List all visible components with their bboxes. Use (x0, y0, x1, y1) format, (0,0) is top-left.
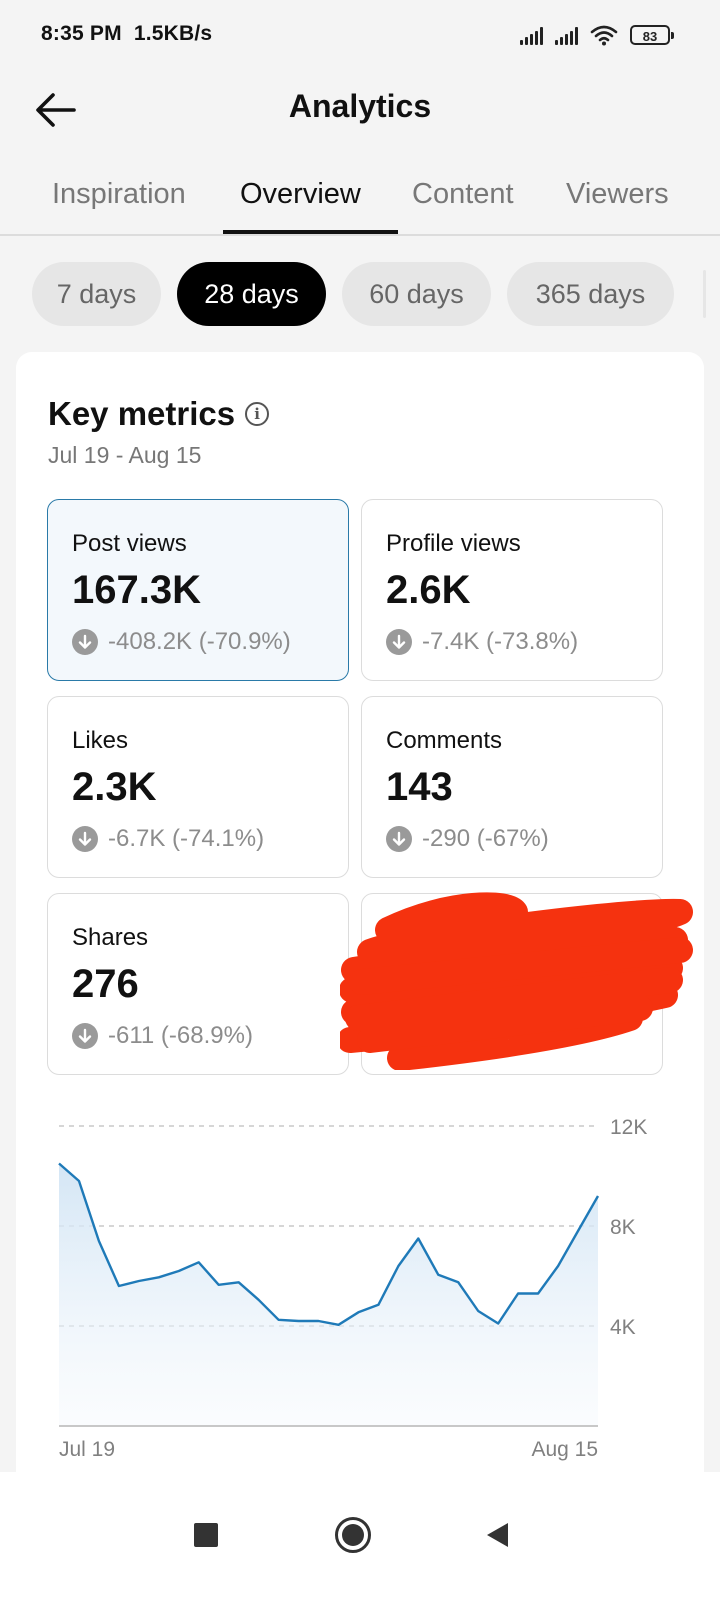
metric-profile-views[interactable]: Profile views 2.6K -7.4K (-73.8%) (361, 499, 663, 681)
wifi-icon (590, 25, 618, 46)
recents-button[interactable] (171, 1500, 241, 1570)
chart-area-fill (59, 1163, 598, 1426)
chart-series-line (58, 1162, 600, 1326)
battery-icon: 83 (630, 25, 674, 45)
arrow-down-circle-icon (386, 826, 412, 852)
range-28-days[interactable]: 28 days (177, 262, 326, 326)
redaction-scribble (340, 892, 693, 1070)
metric-likes[interactable]: Likes 2.3K -6.7K (-74.1%) (47, 696, 349, 878)
arrow-down-circle-icon (72, 629, 98, 655)
metric-value: 167.3K (72, 568, 201, 612)
range-chip-overflow (703, 270, 706, 318)
range-60-days[interactable]: 60 days (342, 262, 491, 326)
x-axis-start-label: Jul 19 (59, 1438, 115, 1461)
signal-icon (520, 25, 543, 45)
metric-change-text: -7.4K (-73.8%) (422, 628, 579, 655)
tab-bar: Inspiration Overview Content Viewers (0, 160, 720, 236)
range-7-days[interactable]: 7 days (32, 262, 161, 326)
metric-change: -290 (-67%) (386, 825, 549, 853)
arrow-down-circle-icon (72, 1023, 98, 1049)
x-axis-end-label: Aug 15 (531, 1438, 598, 1461)
circle-home-icon (335, 1517, 371, 1553)
metric-change: -408.2K (-70.9%) (72, 628, 291, 656)
metric-value: 276 (72, 962, 139, 1006)
tab-inspiration[interactable]: Inspiration (52, 178, 186, 210)
arrow-down-circle-icon (386, 629, 412, 655)
metric-change-text: -290 (-67%) (422, 825, 549, 852)
battery-level: 83 (642, 29, 658, 44)
signal-icon (555, 25, 578, 45)
metric-change-text: -611 (-68.9%) (108, 1022, 253, 1049)
arrow-down-circle-icon (72, 826, 98, 852)
tab-viewers[interactable]: Viewers (566, 178, 669, 210)
metric-label: Shares (72, 924, 149, 951)
home-button[interactable] (318, 1500, 388, 1570)
metric-post-views[interactable]: Post views 167.3K -408.2K (-70.9%) (47, 499, 349, 681)
system-nav-bar (0, 1472, 720, 1600)
arrow-left-icon (36, 93, 76, 127)
metric-change: -6.7K (-74.1%) (72, 825, 264, 853)
tab-overview[interactable]: Overview (240, 178, 361, 210)
system-back-button[interactable] (462, 1500, 532, 1570)
metric-label: Profile views (386, 530, 521, 557)
metric-change: -7.4K (-73.8%) (386, 628, 578, 656)
y-tick-label: 12K (610, 1116, 647, 1139)
range-365-days[interactable]: 365 days (507, 262, 674, 326)
metric-value: 2.6K (386, 568, 471, 612)
status-time: 8:35 PM 1.5KB/s (41, 22, 212, 46)
back-button[interactable] (28, 82, 84, 138)
triangle-back-icon (487, 1523, 508, 1547)
clock-text: 8:35 PM (41, 22, 122, 45)
page-title: Analytics (288, 88, 432, 124)
metric-label: Likes (72, 727, 129, 754)
metric-change-text: -408.2K (-70.9%) (108, 628, 291, 655)
metric-shares[interactable]: Shares 276 -611 (-68.9%) (47, 893, 349, 1075)
key-metrics-heading: Key metrics i (48, 395, 270, 433)
app-header: Analytics (0, 70, 720, 150)
metric-label: Comments (386, 727, 503, 754)
status-icons: 83 (520, 22, 674, 48)
metric-change: -611 (-68.9%) (72, 1022, 253, 1050)
square-icon (194, 1523, 218, 1547)
date-range-selector: 7 days 28 days 60 days 365 days (0, 262, 720, 328)
metric-value: 143 (386, 765, 453, 809)
metric-label: Post views (72, 530, 187, 557)
y-tick-label: 8K (610, 1216, 636, 1239)
metric-value: 2.3K (72, 765, 157, 809)
metric-change-text: -6.7K (-74.1%) (108, 825, 265, 852)
post-views-chart: 12K 8K 4K Jul 19 Aug 15 (58, 1116, 647, 1461)
status-bar: 8:35 PM 1.5KB/s 83 (0, 0, 720, 70)
active-tab-indicator (223, 230, 398, 234)
key-metrics-title: Key metrics (48, 395, 236, 432)
y-tick-label: 4K (610, 1316, 636, 1339)
network-speed-text: 1.5KB/s (133, 22, 213, 45)
tab-content[interactable]: Content (412, 178, 514, 210)
metric-comments[interactable]: Comments 143 -290 (-67%) (361, 696, 663, 878)
date-range-label: Jul 19 - Aug 15 (48, 442, 202, 468)
info-icon[interactable]: i (245, 402, 270, 426)
